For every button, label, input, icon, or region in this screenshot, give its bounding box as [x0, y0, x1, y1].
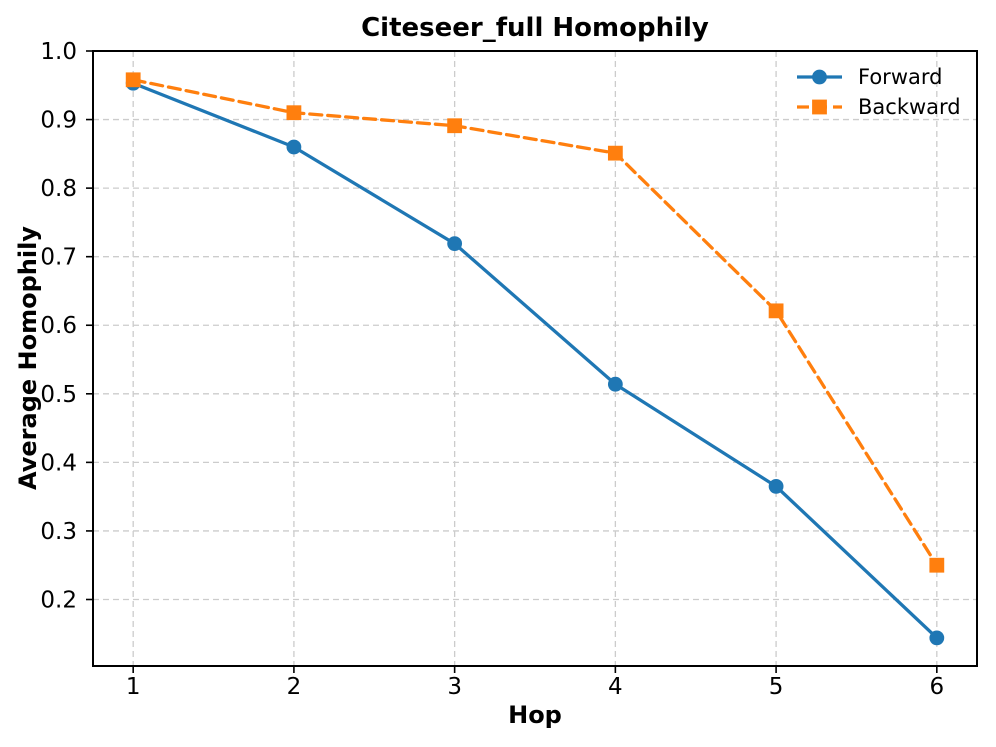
data-point-backward — [125, 72, 141, 88]
y-tick-label: 0.9 — [40, 108, 77, 134]
y-tick-label: 0.8 — [40, 176, 77, 202]
x-tick-label: 1 — [126, 674, 141, 700]
y-tick-label: 0.3 — [40, 519, 77, 545]
legend-marker-backward — [812, 99, 827, 115]
x-tick-label: 2 — [287, 674, 302, 700]
data-point-forward — [447, 236, 463, 252]
x-axis-label: Hop — [508, 701, 562, 729]
data-point-backward — [768, 303, 784, 319]
legend-marker-forward — [812, 69, 827, 85]
data-point-backward — [929, 557, 945, 573]
legend-label-forward: Forward — [858, 65, 942, 89]
chart-title: Citeseer_full Homophily — [361, 13, 709, 43]
x-tick-label: 4 — [608, 674, 623, 700]
data-point-forward — [929, 630, 945, 646]
series-line-backward — [131, 78, 939, 567]
data-point-forward — [286, 139, 302, 155]
y-tick-label: 1.0 — [40, 39, 77, 65]
y-tick-label: 0.7 — [40, 245, 77, 271]
data-point-forward — [607, 376, 623, 392]
series-line-forward — [131, 81, 939, 640]
data-point-backward — [447, 118, 463, 134]
axes-frame — [92, 50, 978, 667]
y-tick-label: 0.5 — [40, 382, 77, 408]
x-tick-label: 6 — [929, 674, 944, 700]
y-tick-label: 0.6 — [40, 313, 77, 339]
y-axis-label: Average Homophily — [14, 226, 42, 490]
data-point-backward — [607, 145, 623, 161]
data-point-backward — [286, 105, 302, 121]
y-tick-label: 0.2 — [40, 587, 77, 613]
x-tick-label: 5 — [769, 674, 784, 700]
data-point-forward — [768, 478, 784, 494]
legend-label-backward: Backward — [858, 95, 961, 119]
x-tick-label: 3 — [447, 674, 462, 700]
y-tick-label: 0.4 — [40, 450, 77, 476]
